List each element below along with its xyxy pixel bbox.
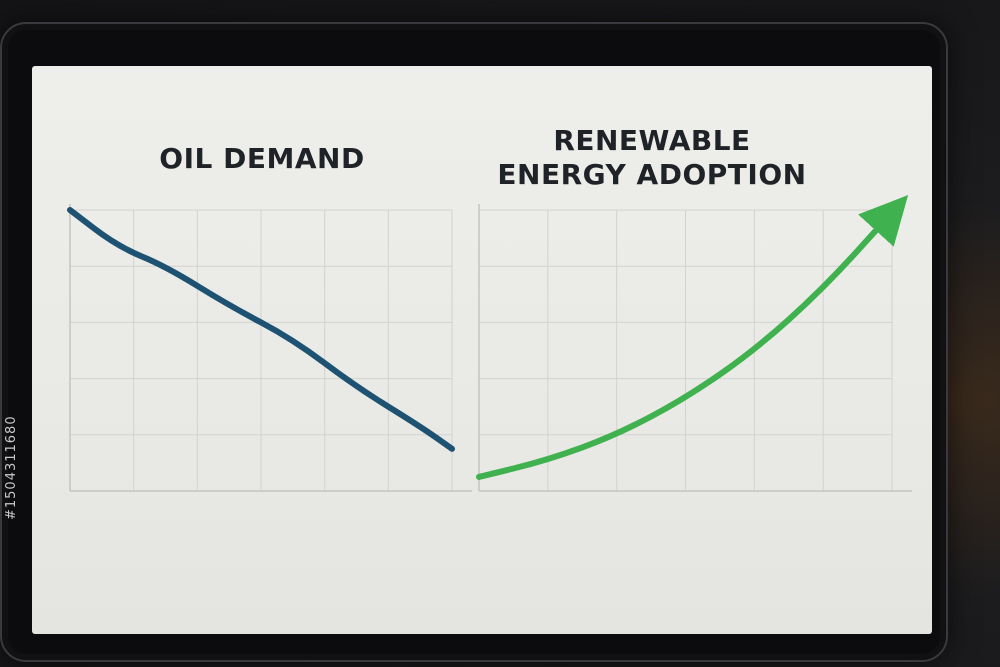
chart-title-renewable-energy-adoption: RENEWABLE ENERGY ADOPTION	[497, 124, 807, 191]
oil-demand-series-line	[67, 207, 455, 452]
charts-canvas	[67, 195, 912, 492]
oil-demand-chart	[67, 204, 472, 492]
renewable-series-line	[476, 195, 909, 480]
stock-image-id: #1504311680	[4, 415, 19, 520]
tablet-screen: OIL DEMAND RENEWABLE ENERGY ADOPTION	[32, 66, 932, 634]
chart-title-oil-demand: OIL DEMAND	[159, 142, 365, 175]
tablet-frame: OIL DEMAND RENEWABLE ENERGY ADOPTION	[0, 22, 948, 662]
renewable-energy-chart	[476, 195, 912, 492]
